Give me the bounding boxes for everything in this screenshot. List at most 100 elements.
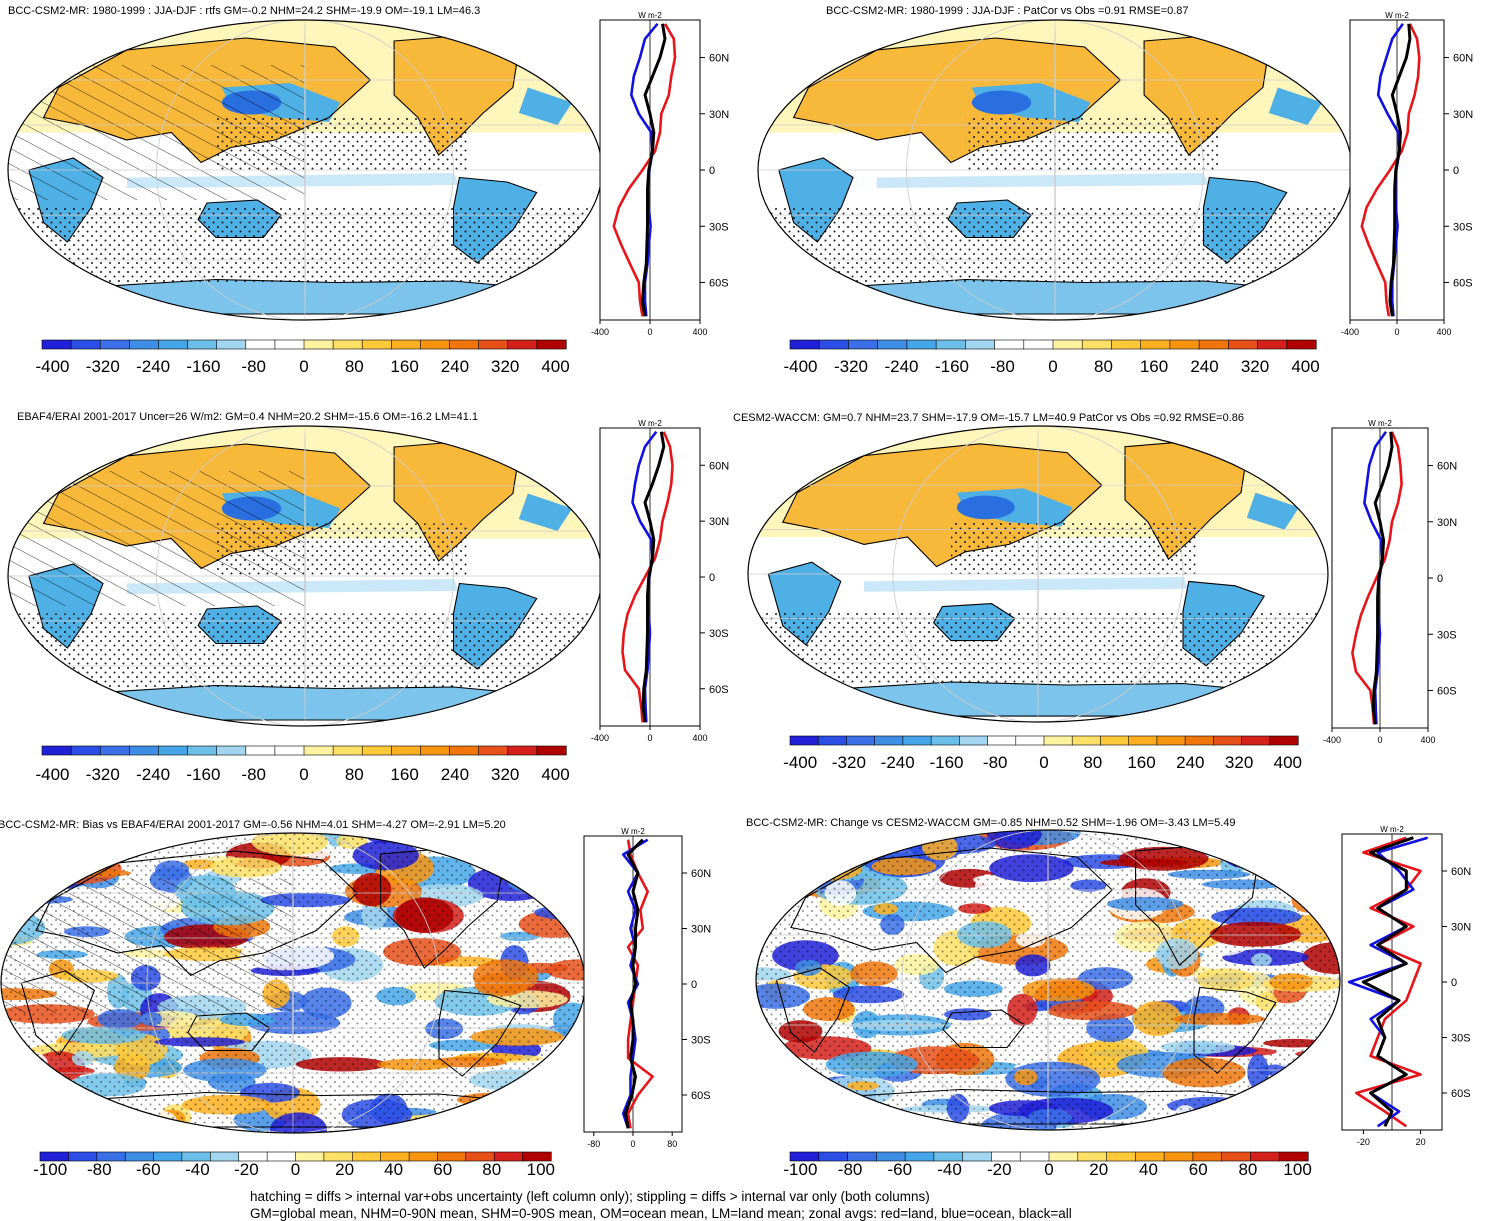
colorbar-label: -400 bbox=[35, 765, 69, 784]
zonal-ytick-label: 0 bbox=[709, 165, 715, 177]
colorbar-swatch bbox=[1141, 340, 1171, 349]
bias-blob bbox=[1284, 1068, 1325, 1079]
colorbar-label: 80 bbox=[1094, 357, 1113, 376]
zonal-xtick-label: -400 bbox=[591, 733, 609, 743]
figure-canvas: BCC-CSM2-MR: 1980-1999 : JJA-DJF : rtfs … bbox=[0, 0, 1493, 1220]
colorbar-swatch bbox=[790, 340, 820, 349]
map-4 bbox=[748, 426, 1328, 722]
zonal-unit-label: W m-2 bbox=[621, 827, 645, 836]
colorbar-swatch bbox=[1100, 736, 1129, 745]
colorbar-label: -320 bbox=[834, 357, 868, 376]
stippling-south bbox=[8, 614, 602, 689]
colorbar-swatch bbox=[391, 340, 420, 349]
colorbar-label: 80 bbox=[1083, 753, 1102, 772]
colorbar-label: 20 bbox=[335, 1160, 354, 1179]
colorbar-swatch bbox=[1053, 340, 1083, 349]
zonal-xtick-label: 400 bbox=[692, 327, 707, 337]
colorbar-5: -100 -80 -60 -40 -20 0 20 40 60 80 100 bbox=[33, 1152, 555, 1179]
map-3 bbox=[8, 426, 602, 726]
zonal-ytick-label: 60S bbox=[1453, 278, 1473, 290]
bias-blob bbox=[499, 863, 573, 873]
colorbar-label: 80 bbox=[345, 765, 364, 784]
colorbar-swatch bbox=[391, 746, 420, 755]
zonal-ytick-label: 60N bbox=[691, 868, 711, 880]
colorbar-label: 60 bbox=[433, 1160, 452, 1179]
zonal-ytick-label: 60S bbox=[691, 1090, 711, 1102]
colorbar-swatch bbox=[508, 746, 537, 755]
colorbar-swatch bbox=[1129, 736, 1158, 745]
map-2 bbox=[758, 20, 1352, 320]
colorbar-label: -60 bbox=[888, 1160, 913, 1179]
kuroshio-minimum bbox=[972, 91, 1031, 115]
colorbar-label: 400 bbox=[541, 357, 569, 376]
colorbar-swatch bbox=[1185, 736, 1214, 745]
zonal-ytick-label: 30N bbox=[1453, 109, 1473, 121]
zonal-unit-label: W m-2 bbox=[1368, 419, 1392, 428]
zonal-ytick-label: 30N bbox=[691, 924, 711, 936]
colorbar-swatch bbox=[537, 340, 566, 349]
colorbar-swatch bbox=[450, 340, 479, 349]
zonal-xtick-label: 400 bbox=[1436, 327, 1451, 337]
colorbar-label: 80 bbox=[345, 357, 364, 376]
colorbar-swatch bbox=[959, 736, 988, 745]
colorbar-swatch bbox=[217, 746, 246, 755]
zonal-unit-label: W m-2 bbox=[638, 419, 662, 428]
bias-blob bbox=[546, 1064, 584, 1080]
colorbar-label: -100 bbox=[33, 1160, 67, 1179]
zonal-ytick-label: 30S bbox=[691, 1035, 711, 1047]
colorbar-swatch bbox=[1082, 340, 1112, 349]
colorbar-swatch bbox=[100, 340, 129, 349]
panel-title-6: BCC-CSM2-MR: Change vs CESM2-WACCM GM=-0… bbox=[746, 817, 1236, 829]
antarctica-field bbox=[91, 686, 519, 721]
colorbar-swatch bbox=[1157, 736, 1186, 745]
zonal-panel-3: W m-260N30N030S60S-400 0 400 bbox=[591, 419, 729, 743]
colorbar-label: 40 bbox=[1139, 1160, 1158, 1179]
zonal-ytick-label: 30N bbox=[709, 109, 729, 121]
colorbar-swatch bbox=[936, 340, 966, 349]
colorbar-swatch bbox=[450, 746, 479, 755]
map-3-fields bbox=[8, 426, 602, 726]
colorbar-label: -240 bbox=[136, 765, 170, 784]
colorbar-label: -320 bbox=[86, 765, 120, 784]
colorbar-label: -320 bbox=[832, 753, 866, 772]
colorbar-swatch bbox=[1016, 736, 1045, 745]
colorbar-label: 160 bbox=[1127, 753, 1155, 772]
colorbar-swatch bbox=[903, 736, 932, 745]
colorbar-label: 80 bbox=[482, 1160, 501, 1179]
zonal-ytick-label: 30N bbox=[1451, 922, 1471, 934]
colorbar-label: 160 bbox=[390, 765, 418, 784]
panel-title-3: EBAF4/ERAI 2001-2017 Uncer=26 W/m2: GM=0… bbox=[17, 411, 478, 423]
colorbar-swatch bbox=[537, 746, 566, 755]
colorbar-swatch bbox=[420, 746, 449, 755]
colorbar-swatch bbox=[988, 736, 1017, 745]
zonal-ytick-label: 60N bbox=[1437, 461, 1457, 473]
colorbar-label: 400 bbox=[541, 765, 569, 784]
colorbar-swatch bbox=[42, 746, 71, 755]
colorbar-label: -80 bbox=[241, 765, 266, 784]
zonal-xtick-label: 400 bbox=[692, 733, 707, 743]
zonal-ytick-label: 0 bbox=[1453, 165, 1459, 177]
colorbar-label: -20 bbox=[987, 1160, 1012, 1179]
colorbar-label: 240 bbox=[441, 357, 469, 376]
colorbar-label: 20 bbox=[1089, 1160, 1108, 1179]
colorbar-swatch bbox=[819, 340, 849, 349]
colorbar-swatch bbox=[129, 746, 158, 755]
zonal-xtick-label: -80 bbox=[587, 1139, 600, 1149]
colorbar-swatch bbox=[479, 746, 508, 755]
colorbar-swatch bbox=[1072, 736, 1101, 745]
colorbar-4: -400 -320 -240 -160 -80 0 80 160 240 320 400 bbox=[783, 736, 1302, 772]
zonal-ytick-label: 30N bbox=[1437, 517, 1457, 529]
colorbar-label: 400 bbox=[1291, 357, 1319, 376]
map-6 bbox=[725, 817, 1371, 1142]
colorbar-swatch bbox=[246, 746, 275, 755]
colorbar-label: -160 bbox=[186, 765, 220, 784]
bias-blob bbox=[1276, 1107, 1312, 1128]
stippling-south bbox=[758, 208, 1352, 283]
colorbar-label: 0 bbox=[299, 357, 308, 376]
map-2-fields bbox=[758, 20, 1352, 320]
colorbar-3: -400 -320 -240 -160 -80 0 80 160 240 320 400 bbox=[35, 746, 569, 784]
colorbar-1: -400 -320 -240 -160 -80 0 80 160 240 320 400 bbox=[35, 340, 569, 376]
colorbar-label: -80 bbox=[241, 357, 266, 376]
colorbar-label: 160 bbox=[1140, 357, 1168, 376]
colorbar-swatch bbox=[1258, 340, 1288, 349]
